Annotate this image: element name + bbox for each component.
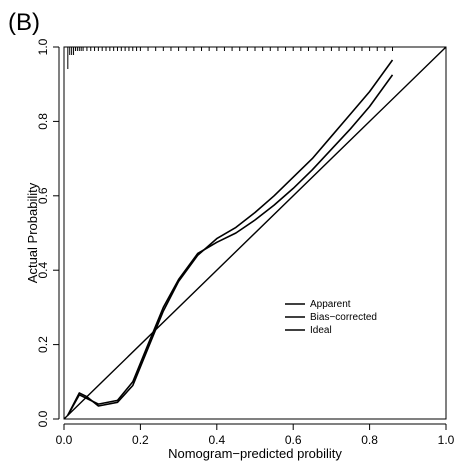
x-tick-label: 0.8 [361, 433, 378, 447]
y-tick-label: 0.6 [36, 187, 50, 204]
y-tick-label: 0.2 [36, 336, 50, 353]
series-group [63, 46, 447, 420]
y-tick-label: 1.0 [36, 38, 50, 55]
x-axis-label: Nomogram−predicted probility [168, 446, 342, 461]
series-line-1 [67, 59, 394, 416]
y-tick-label: 0.8 [36, 113, 50, 130]
legend-label: Apparent [310, 299, 351, 310]
y-axis-label: Actual Probability [25, 182, 40, 283]
y-axis: 0.0 0.2 0.4 0.6 0.8 1.0 [36, 38, 60, 427]
rug-ticks [67, 47, 394, 69]
y-tick-label: 0.0 [36, 410, 50, 427]
x-tick-label: 0.4 [208, 433, 225, 447]
legend-label: Bias−corrected [310, 312, 377, 323]
series-line-2 [67, 74, 394, 416]
x-tick-label: 0.0 [56, 433, 73, 447]
y-tick-label: 0.4 [36, 262, 50, 279]
x-tick-label: 0.2 [132, 433, 149, 447]
x-tick-label: 0.6 [285, 433, 302, 447]
legend: Apparent Bias−corrected Ideal [285, 299, 377, 336]
x-tick-label: 1.0 [438, 433, 455, 447]
panel-label: (B) [8, 9, 40, 36]
series-line-3 [63, 46, 447, 420]
x-axis: 0.0 0.2 0.4 0.6 0.8 1.0 [56, 423, 455, 447]
legend-label: Ideal [310, 325, 332, 336]
